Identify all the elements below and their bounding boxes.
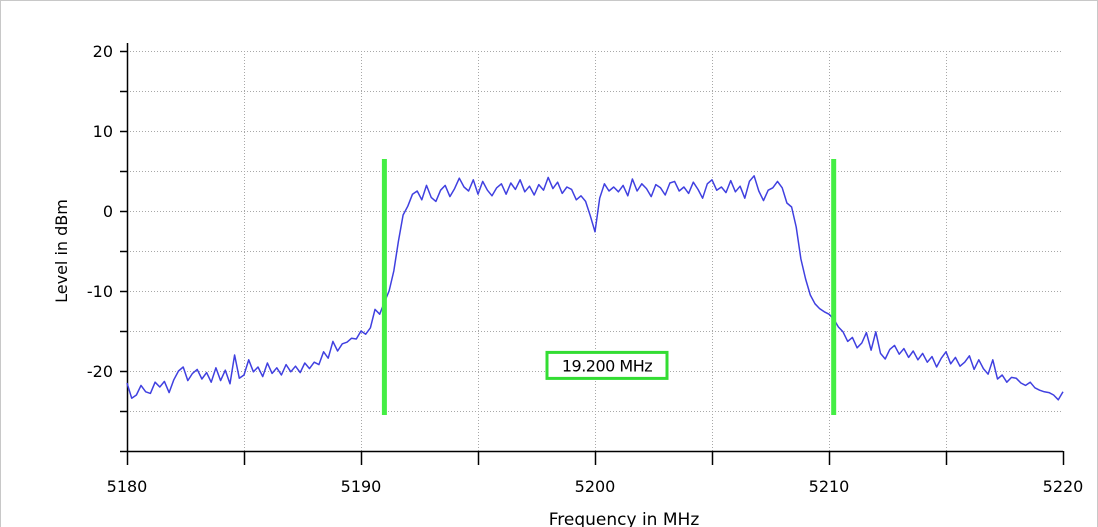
axes: 5180 5190 5200 5210 5220 -20 -10 0 10 20 [87, 42, 1084, 496]
grid [127, 51, 1063, 451]
x-tick-label: 5190 [341, 477, 382, 496]
y-axis-label: Level in dBm [52, 199, 71, 303]
annotation-layer: 19.200 MHz [547, 352, 667, 378]
bandwidth-label-text: 19.200 MHz [562, 356, 652, 375]
x-tick-label: 5200 [575, 477, 616, 496]
y-tick-label: 20 [93, 42, 113, 61]
x-tick-label: 5210 [809, 477, 850, 496]
x-tick-label: 5220 [1043, 477, 1084, 496]
x-tick-label: 5180 [107, 477, 148, 496]
y-tick-label: -10 [87, 282, 113, 301]
y-tick-label: 0 [103, 202, 113, 221]
y-tick-label: 10 [93, 122, 113, 141]
y-tick-label: -20 [87, 362, 113, 381]
bandwidth-label: 19.200 MHz [547, 352, 667, 378]
x-axis-label: Frequency in MHz [549, 510, 700, 527]
